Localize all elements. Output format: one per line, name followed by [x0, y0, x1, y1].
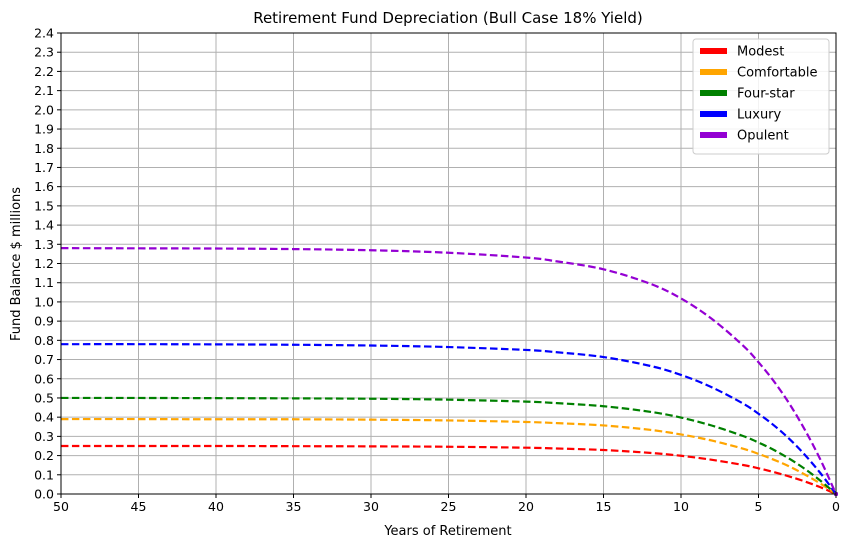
- x-tick-label: 15: [596, 499, 612, 514]
- y-tick-label: 2.4: [34, 26, 54, 41]
- y-tick-label: 0.0: [34, 487, 54, 502]
- y-tick-label: 0.3: [34, 429, 54, 444]
- y-axis-ticks: 0.0 0.1 0.2 0.3 0.4 0.5 0.6 0.7 0.8 0.9 1.0 1.1 1.2 1…: [34, 26, 61, 502]
- y-tick-label: 1.3: [34, 237, 54, 252]
- legend-label-comfortable: Comfortable: [737, 66, 818, 81]
- x-tick-label: 50: [53, 499, 69, 514]
- series-lines: [60, 247, 838, 496]
- x-tick-label: 0: [832, 499, 840, 514]
- x-axis-ticks: 50 45 40 35 30 25 20 15 10 5 0: [53, 494, 840, 514]
- series-line-modest: [61, 444, 837, 496]
- y-tick-label: 0.6: [34, 371, 54, 386]
- y-axis-label: Fund Balance $ millions: [9, 187, 24, 341]
- y-tick-label: 1.2: [34, 256, 54, 271]
- y-tick-label: 2.3: [34, 45, 54, 60]
- series-line-comfortable: [60, 417, 837, 495]
- y-tick-label: 0.8: [34, 333, 54, 348]
- legend-label-opulent: Opulent: [737, 129, 789, 144]
- x-tick-label: 45: [131, 499, 147, 514]
- x-tick-label: 20: [518, 499, 534, 514]
- y-tick-label: 0.4: [34, 410, 54, 425]
- y-tick-label: 1.5: [34, 198, 54, 213]
- x-tick-label: 40: [208, 499, 224, 514]
- x-tick-label: 30: [363, 499, 379, 514]
- x-tick-label: 35: [286, 499, 302, 514]
- y-tick-label: 1.7: [34, 160, 54, 175]
- legend: Modest Comfortable Four-star Luxury Opulent: [692, 38, 830, 155]
- y-tick-label: 0.5: [34, 390, 54, 405]
- x-tick-label: 5: [755, 499, 763, 514]
- y-tick-label: 0.9: [34, 314, 54, 329]
- y-tick-label: 1.9: [34, 122, 54, 137]
- y-tick-label: 0.2: [34, 448, 54, 463]
- chart-title: Retirement Fund Depreciation (Bull Case …: [253, 9, 643, 27]
- legend-label-modest: Modest: [737, 45, 784, 60]
- series-line-opulent: [60, 247, 838, 495]
- y-tick-label: 0.7: [34, 352, 54, 367]
- x-tick-label: 25: [441, 499, 457, 514]
- y-tick-label: 1.4: [34, 218, 54, 233]
- y-tick-label: 2.2: [34, 64, 54, 79]
- y-tick-label: 2.0: [34, 102, 54, 117]
- x-axis-label: Years of Retirement: [383, 524, 511, 539]
- y-tick-label: 1.8: [34, 141, 54, 156]
- x-tick-label: 10: [673, 499, 689, 514]
- series-line-luxury: [60, 343, 837, 495]
- y-tick-label: 1.1: [34, 275, 54, 290]
- y-tick-label: 0.1: [34, 467, 54, 482]
- y-tick-label: 1.0: [34, 294, 54, 309]
- legend-label-luxury: Luxury: [737, 108, 782, 123]
- legend-box: [692, 38, 830, 155]
- legend-label-four-star: Four-star: [737, 87, 795, 102]
- series-line-four-star: [60, 396, 837, 495]
- y-tick-label: 1.6: [34, 179, 54, 194]
- y-tick-label: 2.1: [34, 83, 54, 98]
